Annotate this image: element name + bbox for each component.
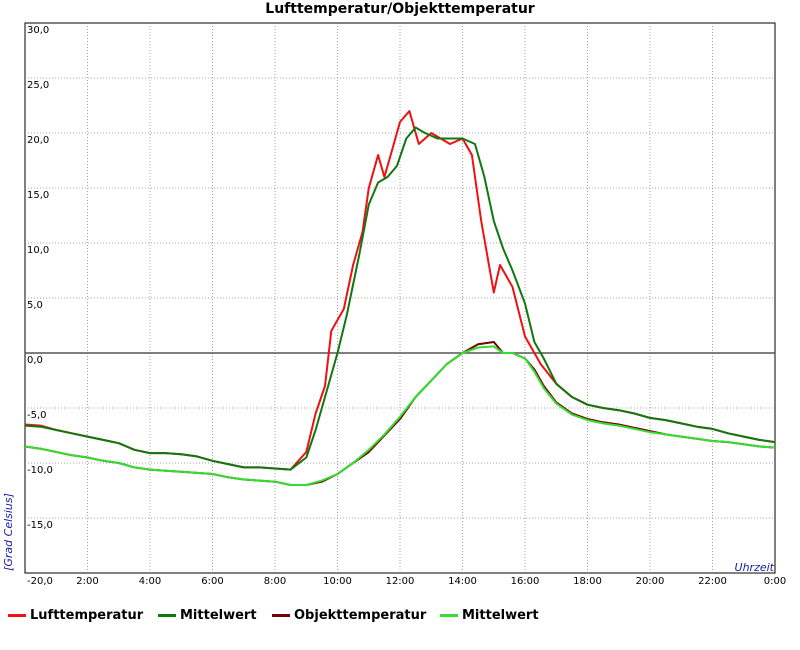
y-tick-label: 30,0 <box>27 25 49 36</box>
x-tick-label: 12:00 <box>386 576 415 587</box>
y-tick-label: 25,0 <box>27 80 49 91</box>
x-tick-label: 20:00 <box>636 576 665 587</box>
y-tick-label: 10,0 <box>27 245 49 256</box>
y-tick-label: 20,0 <box>27 135 49 146</box>
x-tick-label: -20,0 <box>27 576 53 587</box>
chart-title: Lufttemperatur/Objekttemperatur <box>265 1 535 17</box>
legend-label-lufttemperatur: Lufttemperatur <box>30 608 144 623</box>
y-axis-label: [Grad Celsius] <box>2 493 15 571</box>
legend-item-objekttemperatur: Objekttemperatur <box>272 608 426 623</box>
x-tick-label: 14:00 <box>448 576 477 587</box>
series-line-3 <box>24 345 776 486</box>
x-tick-label: 2:00 <box>76 576 98 587</box>
y-tick-label: -15,0 <box>27 520 53 531</box>
x-tick-label: 10:00 <box>323 576 352 587</box>
y-tick-label: 0,0 <box>27 355 43 366</box>
series-group <box>24 110 776 486</box>
x-axis-label: Uhrzeit <box>735 561 775 574</box>
series-line-1 <box>24 126 776 471</box>
legend-swatch-lufttemperatur <box>8 614 26 617</box>
legend-label-mittelwert-luft: Mittelwert <box>180 608 257 623</box>
legend-label-mittelwert-objekt: Mittelwert <box>462 608 539 623</box>
x-tick-label: 6:00 <box>201 576 223 587</box>
y-tick-label: -5,0 <box>27 410 47 421</box>
legend-item-mittelwert-luft: Mittelwert <box>158 608 257 623</box>
y-tick-label: -10,0 <box>27 465 53 476</box>
y-tick-label: 5,0 <box>27 300 43 311</box>
legend-swatch-mittelwert-luft <box>158 614 176 617</box>
grid <box>25 23 775 573</box>
legend-swatch-objekttemperatur <box>272 614 290 617</box>
y-tick-label: 15,0 <box>27 190 49 201</box>
legend-item-lufttemperatur: Lufttemperatur <box>8 608 143 623</box>
x-tick-label: 4:00 <box>139 576 161 587</box>
x-tick-label: 8:00 <box>264 576 286 587</box>
x-tick-label: 0:00 <box>764 576 786 587</box>
legend-item-mittelwert-objekt: Mittelwert <box>440 608 539 623</box>
tick-labels: -20,0 2:00 4:00 6:00 8:00 10:00 12:00 14:00 16:0… <box>27 25 786 587</box>
legend-label-objekttemperatur: Objekttemperatur <box>294 608 427 623</box>
legend-swatch-mittelwert-objekt <box>440 614 458 617</box>
x-tick-label: 16:00 <box>511 576 540 587</box>
legend: Lufttemperatur Mittelwert Objekttemperat… <box>0 608 800 628</box>
x-tick-label: 22:00 <box>698 576 727 587</box>
x-tick-label: 18:00 <box>573 576 602 587</box>
